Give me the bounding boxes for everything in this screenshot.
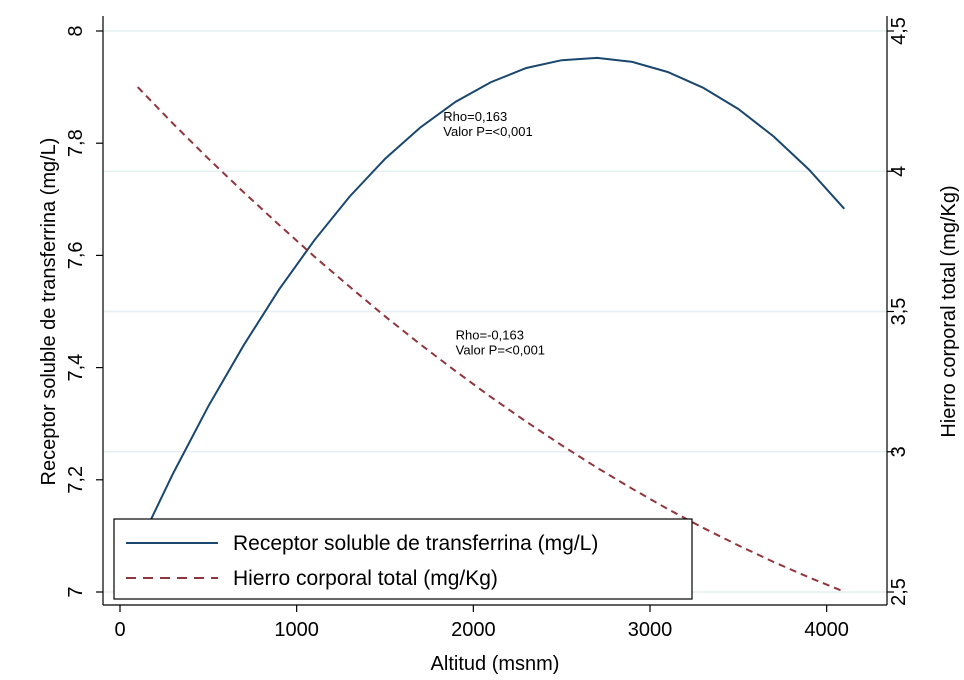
y-left-tick-label: 7,2: [65, 466, 87, 494]
legend-label-hierro: Hierro corporal total (mg/Kg): [233, 567, 498, 590]
y-left-tick-label: 7,8: [65, 129, 87, 157]
annotation-text-0: Rho=0,163: [443, 109, 507, 124]
y-right-tick-label: 4: [888, 166, 910, 177]
annotation-text-0: Valor P=<0,001: [443, 124, 532, 139]
legend: Receptor soluble de transferrina (mg/L) …: [113, 518, 693, 600]
series-line-receptor: [136, 56, 846, 548]
annotation-text-1: Valor P=<0,001: [456, 343, 545, 358]
y-right-tick-label: 4,5: [888, 17, 910, 45]
y-left-axis-label: Receptor soluble de transferrina (mg/L): [38, 138, 60, 486]
x-tick-label: 2000: [451, 619, 496, 641]
axes: [102, 16, 888, 606]
x-tick-label: 3000: [628, 619, 673, 641]
series: [136, 56, 846, 593]
y-left-tick-label: 7,4: [65, 354, 87, 382]
y-right-tick-label: 3,5: [888, 298, 910, 326]
legend-label-receptor: Receptor soluble de transferrina (mg/L): [233, 532, 598, 555]
series-line-hierro: [136, 86, 845, 593]
y-left-tick-label: 7: [65, 586, 87, 597]
annotation-text-1: Rho=-0,163: [456, 328, 524, 343]
y-left-tick-label: 8: [65, 25, 87, 36]
y-right-tick-label: 2,5: [888, 578, 910, 606]
x-tick-label: 0: [114, 619, 125, 641]
grid: [103, 30, 887, 593]
x-tick-label: 1000: [274, 619, 319, 641]
legend-box: [113, 518, 693, 600]
x-axis-label: Altitud (msnm): [431, 653, 560, 675]
y-left-tick-label: 7,6: [65, 241, 87, 269]
y-right-axis-label: Hierro corporal total (mg/Kg): [938, 185, 960, 437]
x-tick-label: 4000: [804, 619, 849, 641]
y-right-tick-label: 3: [888, 446, 910, 457]
ticks: 0 1000 2000 3000 4000 7 7,2 7,4 7,6 7,8 8 2,5 3 3,5 4 4…: [65, 17, 910, 641]
